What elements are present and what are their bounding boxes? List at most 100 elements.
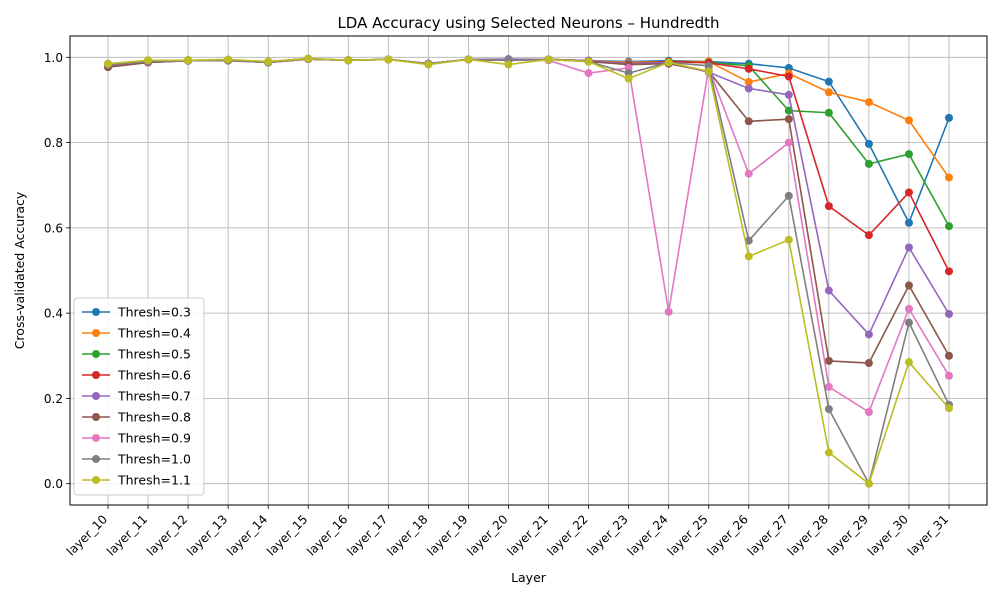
data-point bbox=[584, 69, 593, 78]
data-point bbox=[664, 58, 673, 67]
x-axis-label: Layer bbox=[511, 570, 547, 585]
data-point bbox=[904, 318, 913, 327]
legend-item: Thresh=0.3 bbox=[82, 305, 191, 320]
data-point bbox=[744, 236, 753, 245]
series-9 bbox=[104, 54, 953, 488]
data-point bbox=[945, 267, 953, 276]
series-group bbox=[104, 54, 953, 488]
data-point bbox=[945, 309, 953, 318]
legend-label: Thresh=0.4 bbox=[117, 326, 191, 341]
legend-label: Thresh=0.6 bbox=[117, 368, 191, 383]
data-point bbox=[584, 57, 593, 66]
data-point bbox=[784, 63, 793, 72]
data-point bbox=[824, 108, 833, 117]
data-point bbox=[824, 405, 833, 414]
data-point bbox=[904, 281, 913, 290]
data-point bbox=[824, 286, 833, 295]
data-point bbox=[784, 90, 793, 99]
data-point bbox=[784, 72, 793, 81]
data-point bbox=[464, 55, 473, 64]
data-point bbox=[344, 56, 353, 65]
data-point bbox=[864, 408, 873, 417]
data-point bbox=[824, 356, 833, 365]
data-point bbox=[784, 106, 793, 115]
legend-item: Thresh=1.1 bbox=[82, 473, 191, 488]
y-tick-label: 0.8 bbox=[44, 136, 63, 150]
data-point bbox=[744, 84, 753, 93]
data-point bbox=[784, 191, 793, 200]
legend-item: Thresh=0.7 bbox=[82, 389, 191, 404]
y-axis-ticks: 0.0 0.2 0.4 0.6 0.8 1.0 bbox=[44, 51, 70, 491]
data-point bbox=[784, 115, 793, 124]
data-point bbox=[864, 139, 873, 148]
legend-marker bbox=[92, 476, 100, 484]
data-point bbox=[904, 304, 913, 313]
data-point bbox=[424, 60, 433, 69]
data-point bbox=[945, 351, 953, 360]
data-point bbox=[904, 188, 913, 197]
data-point bbox=[904, 243, 913, 252]
data-point bbox=[945, 404, 953, 413]
data-point bbox=[904, 358, 913, 367]
data-point bbox=[704, 67, 713, 76]
data-point bbox=[945, 371, 953, 380]
data-point bbox=[104, 59, 112, 68]
data-point bbox=[304, 54, 313, 63]
data-point bbox=[504, 60, 513, 69]
data-point bbox=[904, 150, 913, 159]
data-point bbox=[744, 169, 753, 178]
data-point bbox=[664, 307, 673, 316]
data-point bbox=[144, 56, 153, 65]
data-point bbox=[784, 235, 793, 244]
data-point bbox=[184, 56, 193, 65]
legend-box bbox=[73, 297, 205, 496]
legend-label: Thresh=0.8 bbox=[117, 410, 191, 425]
data-point bbox=[824, 382, 833, 391]
data-point bbox=[784, 138, 793, 147]
legend-marker bbox=[92, 329, 100, 337]
legend-marker bbox=[92, 371, 100, 379]
y-tick-label: 0.4 bbox=[44, 307, 63, 321]
data-point bbox=[864, 98, 873, 107]
legend-marker bbox=[92, 455, 100, 463]
data-point bbox=[864, 330, 873, 339]
y-tick-label: 0.0 bbox=[44, 477, 63, 491]
data-point bbox=[624, 69, 633, 78]
y-axis-label: Cross-validated Accuracy bbox=[12, 191, 27, 349]
legend-item: Thresh=0.9 bbox=[82, 431, 191, 446]
data-point bbox=[624, 74, 633, 83]
legend-marker bbox=[92, 413, 100, 421]
data-point bbox=[704, 61, 713, 70]
plot-area-frame bbox=[69, 35, 988, 506]
legend-item: Thresh=0.8 bbox=[82, 410, 191, 425]
legend-label: Thresh=1.0 bbox=[117, 452, 191, 467]
y-tick-label: 1.0 bbox=[44, 51, 63, 65]
legend-item: Thresh=0.5 bbox=[82, 347, 191, 362]
legend-label: Thresh=0.3 bbox=[117, 305, 191, 320]
data-point bbox=[744, 252, 753, 261]
data-point bbox=[384, 55, 393, 64]
legend-label: Thresh=0.5 bbox=[117, 347, 191, 362]
legend-marker bbox=[92, 434, 100, 442]
legend: Thresh=0.3 Thresh=0.4 Thresh=0.5 Thresh=0.6… bbox=[73, 297, 205, 496]
data-point bbox=[744, 64, 753, 73]
data-point bbox=[945, 173, 953, 182]
legend-label: Thresh=1.1 bbox=[117, 473, 191, 488]
y-tick-label: 0.2 bbox=[44, 392, 63, 406]
legend-label: Thresh=0.9 bbox=[117, 431, 191, 446]
data-point bbox=[224, 55, 233, 64]
data-point bbox=[744, 117, 753, 126]
data-point bbox=[264, 57, 273, 66]
series-line bbox=[107, 58, 950, 485]
legend-marker bbox=[92, 350, 100, 358]
data-point bbox=[945, 222, 953, 231]
data-point bbox=[744, 78, 753, 87]
data-point bbox=[824, 77, 833, 86]
data-point bbox=[864, 359, 873, 368]
data-point bbox=[824, 202, 833, 211]
data-point bbox=[945, 113, 953, 122]
data-point bbox=[544, 55, 553, 64]
data-point bbox=[904, 116, 913, 125]
